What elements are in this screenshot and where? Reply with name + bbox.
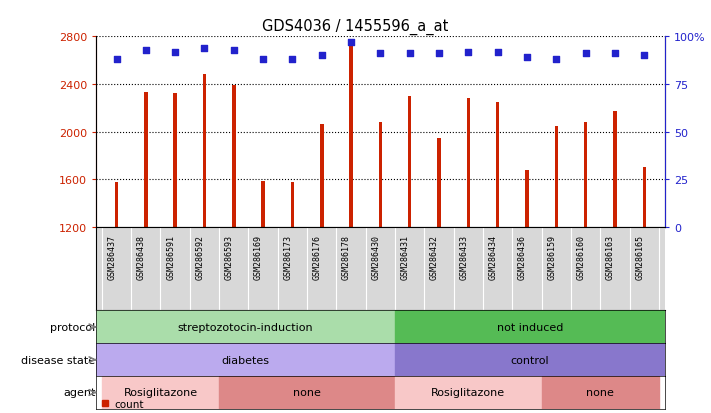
Text: none: none [587,387,614,397]
Point [287,57,298,63]
Text: GSM286432: GSM286432 [430,234,439,279]
Point [521,55,533,62]
Point [433,51,444,57]
Bar [408,97,412,370]
Text: GSM286176: GSM286176 [313,234,322,279]
Bar [114,182,118,370]
Legend: count, percentile rank within the sample: count, percentile rank within the sample [101,399,291,413]
Text: protocol: protocol [50,322,95,332]
Point [228,47,240,54]
Text: GSM286592: GSM286592 [196,234,205,279]
Bar [643,168,646,370]
Point [463,49,474,56]
Point [609,51,621,57]
Text: control: control [510,355,549,365]
Text: GSM286436: GSM286436 [518,234,527,279]
Text: not induced: not induced [497,322,563,332]
Point [638,53,650,59]
Text: GSM286178: GSM286178 [342,234,351,279]
Point [375,51,386,57]
Text: none: none [293,387,321,397]
Point [404,51,415,57]
Bar [555,126,558,370]
Text: Rosiglitazone: Rosiglitazone [432,387,506,397]
Bar [496,102,499,370]
Text: GSM286434: GSM286434 [488,234,498,279]
Bar [262,181,265,370]
Bar [542,376,659,409]
Text: GSM286169: GSM286169 [254,234,263,279]
Bar [379,123,382,370]
Text: Rosiglitazone: Rosiglitazone [124,387,198,397]
Text: GSM286591: GSM286591 [166,234,175,279]
Point [550,57,562,63]
Bar [96,344,395,376]
Bar [96,311,395,344]
Text: disease state: disease state [21,355,95,365]
Text: streptozotocin-induction: streptozotocin-induction [178,322,314,332]
Point [169,49,181,56]
Text: GSM286593: GSM286593 [225,234,234,279]
Text: GSM286163: GSM286163 [606,234,615,279]
Bar [395,376,542,409]
Text: GSM286160: GSM286160 [577,234,586,279]
Bar [173,94,177,370]
Bar [219,376,395,409]
Text: GSM286437: GSM286437 [107,234,117,279]
Point [257,57,269,63]
Text: GSM286430: GSM286430 [371,234,380,279]
Text: GSM286173: GSM286173 [284,234,292,279]
Point [316,53,328,59]
Bar [613,112,616,370]
Point [346,40,357,46]
Bar [437,138,441,370]
Bar [349,44,353,370]
Bar [395,311,665,344]
Bar [144,93,148,370]
Bar [232,86,235,370]
Point [580,51,592,57]
Bar [203,75,206,370]
Bar [102,376,219,409]
Bar [291,182,294,370]
Text: GSM286159: GSM286159 [547,234,556,279]
Text: GSM286438: GSM286438 [137,234,146,279]
Text: GSM286433: GSM286433 [459,234,469,279]
Point [140,47,151,54]
Text: GDS4036 / 1455596_a_at: GDS4036 / 1455596_a_at [262,19,449,35]
Text: GSM286431: GSM286431 [401,234,410,279]
Bar [584,123,587,370]
Point [492,49,503,56]
Bar [466,99,470,370]
Point [111,57,122,63]
Bar [395,344,665,376]
Text: diabetes: diabetes [222,355,269,365]
Bar [320,125,324,370]
Point [199,45,210,52]
Text: agent: agent [63,387,95,397]
Text: GSM286165: GSM286165 [635,234,644,279]
Bar [525,171,529,370]
